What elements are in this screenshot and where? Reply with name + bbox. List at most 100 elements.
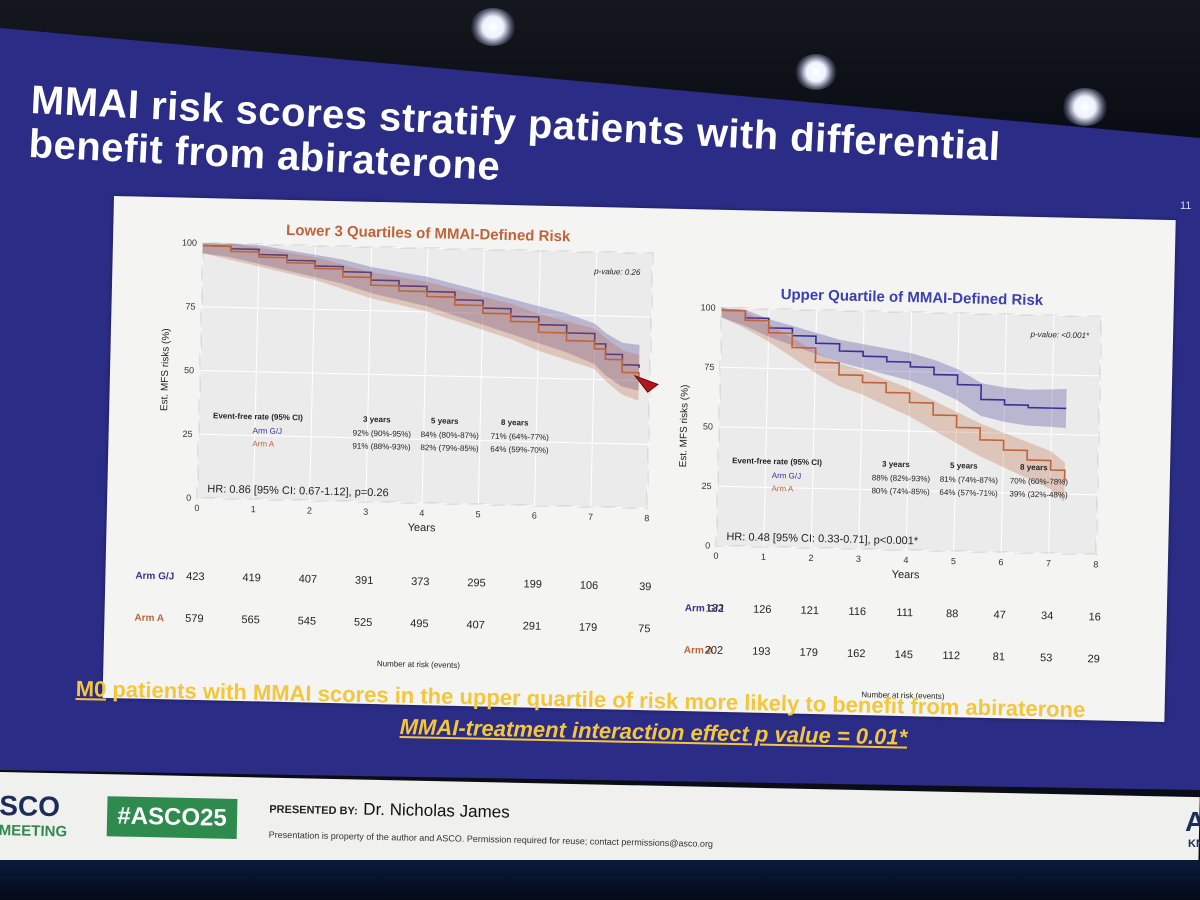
meeting-label: MEETING: [0, 821, 68, 841]
gridline: [196, 243, 204, 498]
x-axis-label: Years: [892, 569, 920, 582]
event-free-value: 64% (59%-70%): [490, 445, 549, 455]
gridline: [590, 251, 598, 507]
x-tick-label: 4: [903, 555, 908, 565]
gridline: [1000, 314, 1008, 553]
number-at-risk-value: 579: [185, 613, 204, 625]
x-tick-label: 6: [532, 511, 537, 521]
number-at-risk-value: 81: [993, 651, 1006, 663]
y-tick-label: 25: [182, 429, 192, 439]
chart-panel: 0 25 50 75 100 0 1 2 3 4 5 6 7 8 Years Est. MFS risks (…: [102, 196, 1176, 722]
survival-curve-arm-a: [721, 309, 1066, 483]
risk-arm-label: Arm A: [134, 613, 164, 625]
number-at-risk-value: 202: [705, 645, 724, 657]
x-tick-label: 2: [808, 553, 813, 563]
risk-arm-label: Arm G/J: [685, 603, 724, 615]
pointer-arrow-icon: [633, 374, 659, 393]
event-free-arm-label: Arm A: [771, 484, 794, 494]
event-free-header: Event-free rate (95% CI): [732, 456, 822, 467]
number-at-risk-value: 391: [355, 575, 374, 587]
event-free-arm-label: Arm A: [252, 439, 275, 449]
gridline: [715, 307, 723, 546]
event-free-value: 70% (60%-78%): [1010, 476, 1069, 486]
event-free-value: 92% (90%-95%): [353, 428, 412, 438]
x-axis-label: Years: [408, 522, 436, 535]
number-at-risk-value: 419: [242, 572, 261, 584]
p-value-label: p-value: 0.26: [593, 267, 641, 277]
event-free-value: 39% (32%-48%): [1009, 489, 1068, 499]
chart-title: Upper Quartile of MMAI-Defined Risk: [780, 286, 1043, 309]
x-tick-label: 1: [251, 504, 256, 514]
ci-band-arm-g-j: [202, 243, 640, 391]
presenter-name: Dr. Nicholas James: [363, 799, 510, 822]
chart-title: Lower 3 Quartiles of MMAI-Defined Risk: [286, 222, 571, 245]
event-free-value: 91% (88%-93%): [352, 441, 411, 451]
gridline: [1095, 316, 1103, 555]
number-at-risk-value: 291: [523, 620, 542, 632]
number-at-risk-value: 373: [411, 576, 430, 588]
risk-arm-label: Arm G/J: [135, 571, 174, 583]
event-free-header: 3 years: [882, 459, 910, 469]
number-at-risk-value: 565: [241, 614, 260, 626]
number-at-risk-value: 162: [847, 648, 866, 660]
gridline: [763, 308, 770, 547]
footer-m0: M0: [75, 676, 107, 702]
x-tick-label: 8: [1093, 559, 1098, 569]
event-free-header: 5 years: [950, 461, 978, 471]
x-tick-label: 3: [363, 507, 368, 517]
number-at-risk-value: 145: [894, 649, 913, 661]
y-tick-label: 50: [703, 421, 713, 431]
number-at-risk-value: 111: [896, 607, 913, 619]
stage-floor: [0, 860, 1200, 900]
event-free-value: 84% (80%-87%): [421, 430, 480, 440]
gridline: [365, 246, 373, 502]
right-logo-letter: A: [1185, 806, 1200, 837]
asco-logo: SCO: [0, 789, 61, 823]
stage-spotlight: [795, 54, 837, 90]
x-tick-label: 7: [588, 512, 593, 522]
number-at-risk-value: 495: [410, 618, 429, 630]
number-at-risk-value: 193: [752, 646, 771, 658]
risk-arm-label: Arm A: [684, 645, 714, 657]
y-tick-label: 100: [700, 302, 715, 312]
number-at-risk-value: 423: [186, 571, 205, 583]
gridline: [477, 249, 485, 505]
number-at-risk-value: 295: [467, 577, 486, 589]
y-tick-label: 75: [185, 301, 195, 311]
presented-by-label: PRESENTED BY:: [269, 803, 358, 818]
x-tick-label: 4: [419, 508, 424, 518]
gridline: [252, 244, 260, 500]
right-logo-sub: KN: [1188, 838, 1200, 850]
number-at-risk-value: 179: [800, 647, 819, 659]
number-at-risk-value: 106: [580, 580, 599, 592]
number-at-risk-value: 199: [523, 578, 542, 590]
number-at-risk-value: 47: [993, 609, 1006, 621]
event-free-arm-label: Arm G/J: [772, 471, 802, 481]
gridline: [905, 312, 913, 551]
number-at-risk-value: 16: [1088, 611, 1101, 623]
gridline: [534, 250, 541, 506]
y-tick-label: 50: [184, 365, 194, 375]
x-tick-label: 1: [761, 552, 766, 562]
event-free-value: 82% (79%-85%): [420, 443, 479, 453]
x-tick-label: 0: [194, 503, 199, 513]
stage-spotlight: [1062, 88, 1108, 126]
number-at-risk-value: 407: [466, 619, 485, 631]
event-free-header: Event-free rate (95% CI): [213, 411, 303, 422]
number-at-risk-value: 545: [298, 615, 317, 627]
event-free-header: 8 years: [501, 418, 529, 428]
event-free-arm-label: Arm G/J: [253, 426, 283, 436]
stage-spotlight: [470, 8, 516, 46]
number-at-risk-value: 525: [354, 617, 373, 629]
x-tick-label: 0: [713, 551, 718, 561]
hazard-ratio-label: HR: 0.48 [95% CI: 0.33-0.71], p<0.001*: [726, 531, 919, 547]
gridline: [721, 307, 1102, 317]
chart-1: 0 25 50 75 100 0 1 2 3 4 5 6 7 8 Years Est. MFS risks (…: [134, 222, 654, 670]
y-tick-label: 0: [186, 493, 191, 503]
number-at-risk-value: 29: [1087, 653, 1100, 665]
x-tick-label: 8: [644, 513, 649, 523]
y-tick-label: 75: [704, 362, 714, 372]
number-at-risk-value: 112: [942, 650, 960, 662]
event-free-value: 64% (57%-71%): [939, 488, 998, 498]
ci-band-arm-a: [202, 243, 640, 401]
